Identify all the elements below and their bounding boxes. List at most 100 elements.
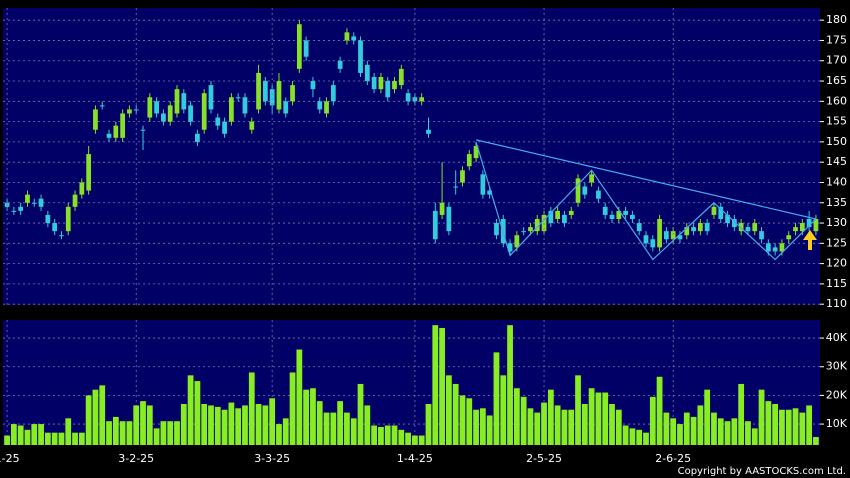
y-tick-label: 135	[826, 196, 847, 209]
candle-body	[256, 72, 261, 110]
volume-bar	[255, 404, 262, 445]
candle-body	[113, 125, 119, 138]
volume-bar	[276, 424, 282, 445]
candle-body	[337, 60, 343, 69]
volume-bar	[452, 383, 459, 445]
y-tick-label: 180	[826, 13, 847, 26]
volume-bar	[724, 421, 731, 445]
candle-body	[398, 68, 404, 86]
volume-bar	[398, 429, 405, 445]
candle-body	[99, 105, 105, 107]
candle-body	[229, 97, 234, 122]
candle-body	[330, 85, 336, 102]
candle-body	[772, 247, 778, 252]
candle-body	[181, 93, 187, 110]
volume-bar	[310, 388, 316, 445]
volume-bar	[208, 405, 214, 445]
candle-body	[324, 101, 329, 114]
candle-body	[188, 105, 193, 122]
candle-body	[296, 24, 302, 69]
candle-body	[528, 227, 533, 232]
candle-body	[235, 97, 241, 99]
volume-bar	[167, 421, 174, 445]
candle-body	[806, 218, 812, 228]
x-tick-label: 2-6-25	[655, 452, 691, 465]
volume-bar	[201, 404, 208, 445]
volume-bar	[432, 325, 439, 445]
volume-bar	[248, 372, 255, 445]
signal-arrow	[803, 230, 817, 250]
volume-bar	[350, 418, 357, 445]
volume-bar	[44, 432, 51, 445]
candle-body	[664, 231, 669, 240]
candle-body	[514, 235, 520, 248]
candle-body	[473, 145, 479, 159]
candle-body	[147, 97, 153, 118]
volume-bar	[711, 412, 717, 445]
candle-body	[616, 210, 622, 219]
candle-body	[215, 117, 221, 126]
volume-bar	[704, 389, 711, 445]
volume-bar	[269, 398, 276, 445]
volume-bar	[649, 396, 656, 445]
volume-bar	[507, 325, 513, 445]
y-tick-label: 115	[826, 277, 847, 290]
candle-body	[378, 76, 384, 90]
candle-body	[704, 223, 710, 232]
y-tick-label: 110	[826, 297, 847, 310]
candle-body	[310, 81, 316, 90]
volume-bar	[58, 432, 65, 445]
candle-body	[609, 214, 615, 219]
volume-bar	[391, 425, 398, 445]
volume-bar	[378, 426, 384, 445]
candle-body	[174, 89, 180, 114]
volume-bar	[500, 375, 507, 445]
volume-bar	[17, 425, 24, 445]
volume-bar	[643, 432, 649, 445]
candle-body	[140, 129, 146, 131]
candle-body	[623, 210, 628, 215]
volume-bar	[242, 405, 248, 445]
volume-bar	[194, 381, 201, 445]
volume-panel	[3, 320, 820, 445]
candle-body	[72, 194, 78, 207]
candle-body	[432, 210, 438, 240]
volume-bar	[65, 418, 72, 445]
x-tick-label: 3-2-25	[118, 452, 154, 465]
candle-body	[630, 214, 635, 219]
candle-body	[269, 89, 275, 106]
volume-bar	[85, 395, 92, 445]
y-tick-label: 125	[826, 236, 847, 249]
volume-bar	[588, 388, 595, 445]
y-tick-label: 175	[826, 33, 847, 46]
volume-bar	[296, 349, 303, 445]
volume-bar	[439, 328, 445, 445]
volume-bar	[412, 435, 418, 445]
volume-bar	[473, 409, 479, 445]
candle-body	[11, 210, 17, 212]
candle-body	[691, 227, 696, 232]
volume-bar	[799, 412, 806, 445]
candle-body	[392, 81, 397, 90]
candle-body	[684, 227, 690, 236]
volume-bar	[282, 418, 289, 445]
volume-bar	[228, 402, 235, 445]
volume-bar	[174, 421, 180, 445]
volume-bar	[126, 421, 133, 445]
y-tick-label: 160	[826, 94, 847, 107]
candle-body	[562, 214, 567, 224]
y-tick-label: 165	[826, 74, 847, 87]
candle-body	[351, 36, 357, 41]
volume-bar	[112, 416, 119, 445]
candle-body	[127, 109, 132, 114]
volume-bar	[745, 421, 751, 445]
candle-body	[371, 76, 377, 90]
candle-body	[643, 235, 649, 244]
copyright: Copyright by AASTOCKS.com Ltd.	[678, 466, 846, 477]
candle-body	[575, 178, 581, 203]
candle-body	[18, 206, 24, 211]
volume-bar	[663, 412, 670, 445]
candle-body	[745, 227, 751, 232]
volume-bar	[51, 432, 58, 445]
